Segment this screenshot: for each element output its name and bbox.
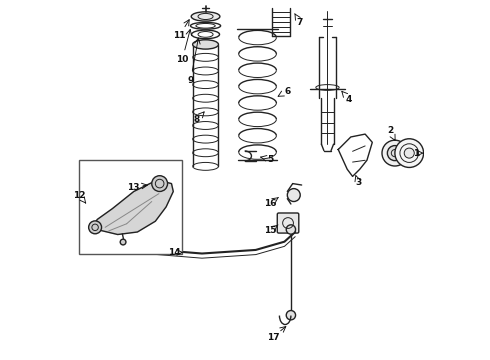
Text: 13: 13 (127, 183, 139, 192)
Text: 7: 7 (296, 18, 303, 27)
Circle shape (382, 140, 408, 166)
Text: 5: 5 (268, 155, 274, 164)
Text: 11: 11 (173, 31, 186, 40)
Text: 2: 2 (387, 126, 393, 135)
Text: 3: 3 (355, 178, 362, 187)
Circle shape (89, 221, 101, 234)
Circle shape (395, 139, 423, 167)
Text: 17: 17 (267, 333, 279, 342)
Text: 4: 4 (346, 95, 352, 104)
Circle shape (286, 311, 295, 320)
Circle shape (388, 145, 402, 161)
Ellipse shape (193, 40, 219, 49)
Text: 16: 16 (264, 199, 276, 208)
Circle shape (120, 239, 126, 245)
Circle shape (152, 176, 168, 192)
Circle shape (287, 189, 300, 202)
Text: 12: 12 (73, 190, 86, 199)
Polygon shape (93, 180, 173, 234)
FancyBboxPatch shape (277, 213, 299, 233)
Text: 9: 9 (187, 76, 194, 85)
Text: 15: 15 (264, 226, 276, 235)
Bar (79, 160, 181, 253)
Text: 10: 10 (176, 55, 189, 64)
Text: 14: 14 (168, 248, 180, 257)
Text: 1: 1 (413, 149, 419, 158)
Ellipse shape (191, 12, 220, 21)
Text: 6: 6 (284, 86, 291, 95)
Text: 8: 8 (194, 115, 200, 124)
Circle shape (286, 225, 295, 234)
Circle shape (404, 148, 414, 158)
